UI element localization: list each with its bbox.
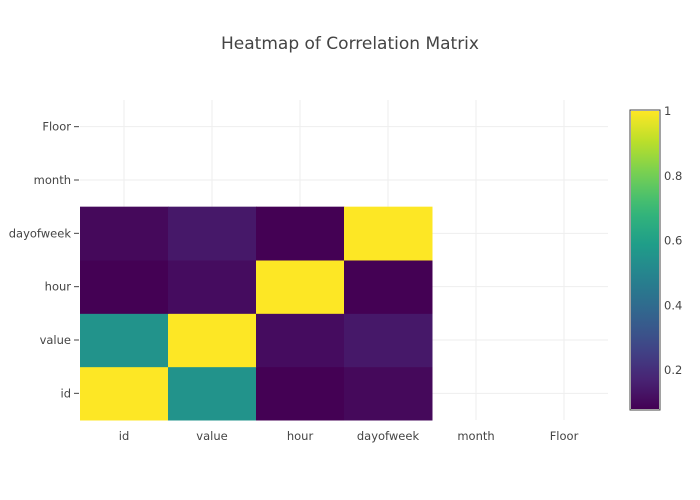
y-tick-label: dayofweek [9,226,72,240]
axis-layer: id value hour dayofweek month Floor id value hou… [9,120,579,443]
heatmap-cell-hour-id [80,260,169,314]
heatmap-cell-dayofweek-hour [256,206,345,261]
heatmap-cell-dayofweek-dayofweek [344,206,433,261]
heatmap-cell-value-value [168,313,257,368]
heatmap-cell-hour-dayofweek [344,260,433,314]
colorbar-tick-label: 1 [664,104,671,118]
colorbar-tick-label: 0.4 [664,298,682,312]
x-tick-label: month [457,429,494,443]
heatmap-cell-id-value [168,366,257,421]
heatmap-cell-hour-value [168,260,257,314]
x-tick-label: dayofweek [357,429,420,443]
y-tick-label: id [61,386,72,400]
heatmap-cell-value-dayofweek [344,313,433,368]
colorbar-border [629,109,661,411]
heatmap-cell-id-hour [256,366,345,421]
heatmap-cell-value-id [80,313,169,368]
x-tick-label: value [196,429,227,443]
x-tick-label: id [119,429,130,443]
colorbar-tick-label: 0.8 [664,169,682,183]
cell-layer [80,206,433,421]
colorbar-tick-label: 0.2 [664,363,682,377]
chart-title: Heatmap of Correlation Matrix [221,34,479,54]
y-tick-label: month [34,173,71,187]
y-tick-label: hour [45,280,72,294]
y-tick-label: value [40,333,71,347]
colorbar-gradient [631,111,659,409]
heatmap-cell-value-hour [256,313,345,368]
heatmap-cell-id-id [80,366,169,421]
x-tick-label: hour [287,429,314,443]
colorbar-tick-label: 0.6 [664,234,682,248]
y-tick-label: Floor [42,120,71,134]
heatmap-cell-dayofweek-value [168,206,257,261]
heatmap-cell-hour-hour [256,260,345,314]
heatmap-cell-dayofweek-id [80,206,169,261]
heatmap-cell-id-dayofweek [344,366,433,421]
x-tick-label: Floor [550,429,579,443]
colorbar: 0.2 0.4 0.6 0.8 1 [629,104,682,411]
